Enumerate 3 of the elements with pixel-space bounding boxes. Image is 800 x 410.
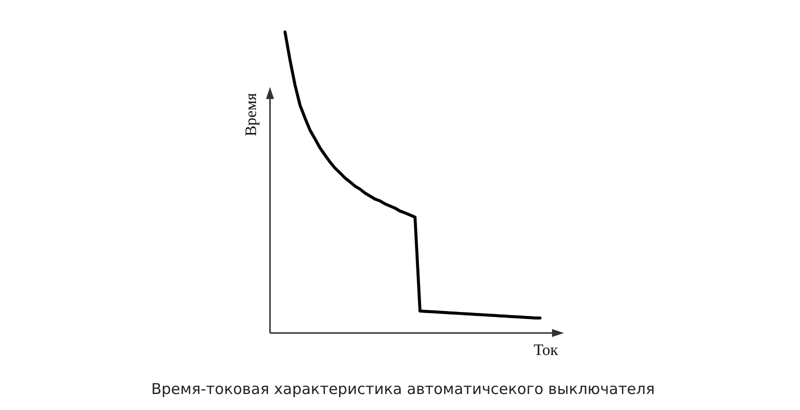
x-axis-title: Ток: [534, 342, 558, 359]
text: Время-токовая характеристика автоматичсекого выключателя: [151, 380, 655, 398]
y-axis-title: Время: [243, 92, 260, 136]
